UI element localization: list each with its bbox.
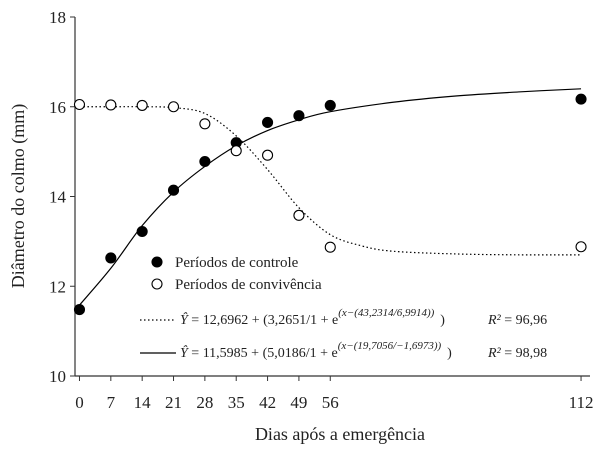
- x-tick-label: 0: [75, 393, 84, 412]
- x-tick-label: 28: [196, 393, 213, 412]
- y-tick-label: 12: [49, 277, 66, 296]
- point: [575, 93, 587, 105]
- equation-lhs: Ŷ: [180, 311, 190, 328]
- point: [324, 241, 336, 253]
- equation: Ŷ = 12,6962 + (3,2651/1 + e(x−(43,2314/6…: [180, 307, 445, 328]
- y-tick-label: 14: [49, 188, 67, 207]
- x-tick-label: 14: [134, 393, 152, 412]
- point: [199, 155, 211, 168]
- equation-lhs: Ŷ: [180, 344, 190, 361]
- r-squared: R² = 96,96: [487, 313, 547, 328]
- r-squared-name: R²: [487, 346, 502, 361]
- x-tick-label: 35: [228, 393, 245, 412]
- equation-exponent: (x−(19,7056/−1,6973)): [338, 340, 442, 352]
- equation-close: ): [440, 313, 445, 328]
- x-tick-label: 7: [107, 393, 116, 412]
- point: [262, 116, 274, 129]
- point: [136, 225, 148, 238]
- r-squared-value: = 96,96: [501, 313, 547, 328]
- x-tick-label: 112: [569, 393, 594, 412]
- point: [136, 99, 148, 111]
- point: [73, 98, 86, 111]
- legend-label: Períodos de convivência: [175, 277, 322, 293]
- y-tick-label: 10: [49, 367, 66, 386]
- point: [230, 145, 242, 157]
- point: [73, 304, 86, 316]
- equation-exponent: (x−(43,2314/6,9914)): [338, 307, 434, 319]
- legend-label: Períodos de controle: [175, 255, 299, 271]
- point: [293, 209, 305, 221]
- x-tick-label: 21: [165, 393, 182, 412]
- equation-rhs: = 11,5985 + (5,0186/1 + e: [188, 346, 338, 361]
- x-axis-title: Dias após a emergência: [255, 424, 425, 444]
- point: [293, 110, 305, 122]
- x-tick-label: 42: [259, 393, 276, 412]
- x-tick-label: 49: [290, 393, 307, 412]
- equation-close: ): [447, 346, 452, 361]
- point: [262, 149, 274, 161]
- point: [167, 184, 180, 196]
- point: [105, 99, 117, 111]
- legend-marker: [151, 256, 163, 268]
- r-squared-name: R²: [487, 313, 502, 328]
- r-squared: R² = 98,98: [487, 346, 547, 361]
- r-squared-value: = 98,98: [501, 346, 547, 361]
- point: [575, 241, 587, 253]
- fit-line: [79, 88, 582, 306]
- point: [167, 101, 180, 113]
- point: [199, 118, 211, 130]
- point: [105, 252, 117, 264]
- equation: Ŷ = 11,5985 + (5,0186/1 + e(x−(19,7056/−…: [180, 340, 452, 361]
- point: [324, 99, 336, 111]
- fit-line: [79, 106, 582, 256]
- x-tick-label: 56: [322, 393, 339, 412]
- y-tick-label: 18: [49, 8, 66, 27]
- y-axis-title: Diâmetro do colmo (mm): [8, 104, 29, 288]
- legend-marker: [151, 278, 163, 290]
- equation-rhs: = 12,6962 + (3,2651/1 + e: [188, 313, 338, 328]
- y-tick-label: 16: [49, 98, 66, 117]
